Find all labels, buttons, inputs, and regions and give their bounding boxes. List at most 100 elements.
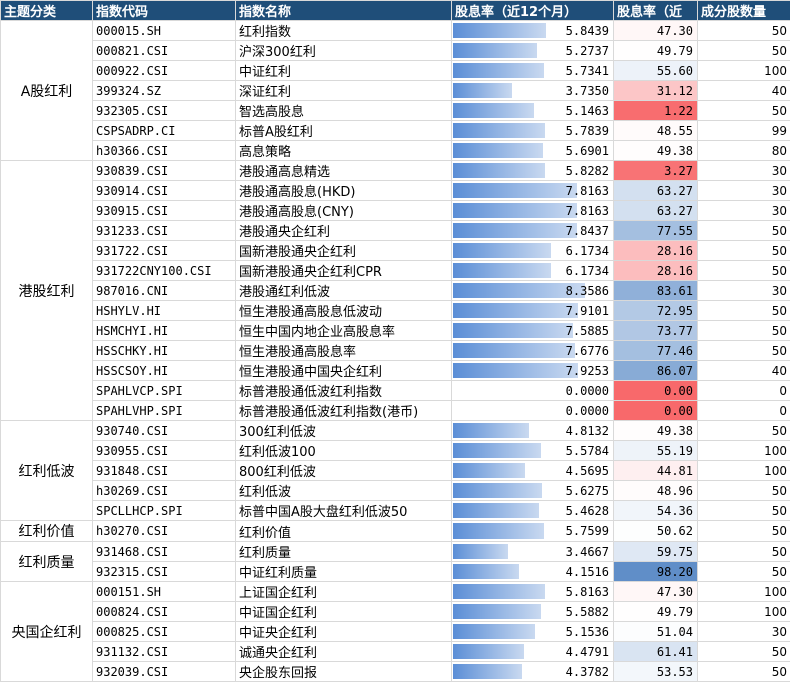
index-code: SPAHLVCP.SPI [93, 381, 236, 401]
dividend-yield-value: 5.5784 [566, 444, 609, 458]
dividend-yield-value: 5.7599 [566, 524, 609, 538]
dividend-yield-cell: 7.9253 [452, 361, 614, 381]
dividend-yield-cell: 5.1463 [452, 101, 614, 121]
dividend-yield-cell: 5.2737 [452, 41, 614, 61]
index-name: 300红利低波 [236, 421, 452, 441]
constituent-count: 40 [698, 361, 790, 381]
constituent-count: 30 [698, 181, 790, 201]
constituent-count: 100 [698, 61, 790, 81]
category-cell: 红利低波 [1, 421, 93, 521]
index-code: h30366.CSI [93, 141, 236, 161]
dividend-yield-value: 7.8437 [566, 224, 609, 238]
index-name: 红利指数 [236, 21, 452, 41]
yield-percentile-cell: 63.27 [614, 181, 698, 201]
dividend-yield-bar [453, 343, 575, 358]
yield-percentile-cell: 3.27 [614, 161, 698, 181]
dividend-yield-cell: 5.8282 [452, 161, 614, 181]
constituent-count: 30 [698, 161, 790, 181]
index-name: 中证央企红利 [236, 622, 452, 642]
dividend-yield-bar [453, 23, 546, 38]
constituent-count: 50 [698, 261, 790, 281]
dividend-yield-cell: 5.6275 [452, 481, 614, 501]
dividend-yield-bar [453, 624, 535, 639]
index-name: 上证国企红利 [236, 582, 452, 602]
constituent-count: 50 [698, 321, 790, 341]
dividend-yield-cell: 7.8163 [452, 201, 614, 221]
dividend-yield-bar [453, 243, 551, 258]
dividend-yield-cell: 5.1536 [452, 622, 614, 642]
index-name: 红利低波 [236, 481, 452, 501]
index-name: 红利价值 [236, 521, 452, 542]
header-category: 主题分类 [1, 1, 93, 21]
dividend-yield-cell: 3.4667 [452, 542, 614, 562]
dividend-yield-bar [453, 123, 545, 138]
yield-percentile-cell: 28.16 [614, 261, 698, 281]
constituent-count: 50 [698, 21, 790, 41]
index-code: 000015.SH [93, 21, 236, 41]
index-name: 国新港股通央企红利CPR [236, 261, 452, 281]
yield-percentile-cell: 59.75 [614, 542, 698, 562]
constituent-count: 99 [698, 121, 790, 141]
index-name: 深证红利 [236, 81, 452, 101]
yield-percentile-cell: 83.61 [614, 281, 698, 301]
dividend-yield-cell: 7.6776 [452, 341, 614, 361]
dividend-yield-value: 7.6776 [566, 344, 609, 358]
index-code: HSMCHYI.HI [93, 321, 236, 341]
constituent-count: 30 [698, 281, 790, 301]
yield-percentile-cell: 49.38 [614, 421, 698, 441]
dividend-yield-value: 0.0000 [566, 404, 609, 418]
constituent-count: 50 [698, 542, 790, 562]
yield-percentile-cell: 53.53 [614, 662, 698, 682]
dividend-yield-cell: 7.8163 [452, 181, 614, 201]
dividend-yield-bar [453, 83, 512, 98]
dividend-yield-bar [453, 263, 551, 278]
constituent-count: 50 [698, 521, 790, 542]
dividend-yield-cell: 4.1516 [452, 562, 614, 582]
index-name: 港股通高股息(CNY) [236, 201, 452, 221]
index-name: 恒生港股通高股息低波动 [236, 301, 452, 321]
yield-percentile-cell: 77.55 [614, 221, 698, 241]
dividend-yield-cell: 7.9101 [452, 301, 614, 321]
constituent-count: 80 [698, 141, 790, 161]
dividend-yield-bar [453, 203, 577, 218]
dividend-yield-value: 6.1734 [566, 244, 609, 258]
dividend-yield-value: 5.7341 [566, 64, 609, 78]
dividend-yield-bar [453, 483, 542, 498]
yield-percentile-cell: 73.77 [614, 321, 698, 341]
category-cell: 央国企红利 [1, 582, 93, 682]
dividend-yield-cell: 4.5695 [452, 461, 614, 481]
dividend-yield-bar [453, 664, 522, 679]
index-code: 932039.CSI [93, 662, 236, 682]
yield-percentile-cell: 0.00 [614, 381, 698, 401]
yield-percentile-cell: 54.36 [614, 501, 698, 521]
yield-percentile-cell: 49.79 [614, 41, 698, 61]
yield-percentile-cell: 49.38 [614, 141, 698, 161]
yield-percentile-cell: 1.22 [614, 101, 698, 121]
dividend-yield-value: 7.5885 [566, 324, 609, 338]
dividend-yield-value: 7.9253 [566, 364, 609, 378]
index-name: 中证红利 [236, 61, 452, 81]
dividend-yield-cell: 7.8437 [452, 221, 614, 241]
index-code: 931722CNY100.CSI [93, 261, 236, 281]
dividend-yield-bar [453, 604, 541, 619]
dividend-yield-cell: 7.5885 [452, 321, 614, 341]
dividend-yield-bar [453, 63, 544, 78]
index-name: 港股通高股息(HKD) [236, 181, 452, 201]
index-code: SPCLLHCP.SPI [93, 501, 236, 521]
constituent-count: 50 [698, 562, 790, 582]
index-code: 399324.SZ [93, 81, 236, 101]
dividend-yield-cell: 6.1734 [452, 261, 614, 281]
dividend-yield-value: 5.1536 [566, 625, 609, 639]
index-name: 恒生港股通中国央企红利 [236, 361, 452, 381]
